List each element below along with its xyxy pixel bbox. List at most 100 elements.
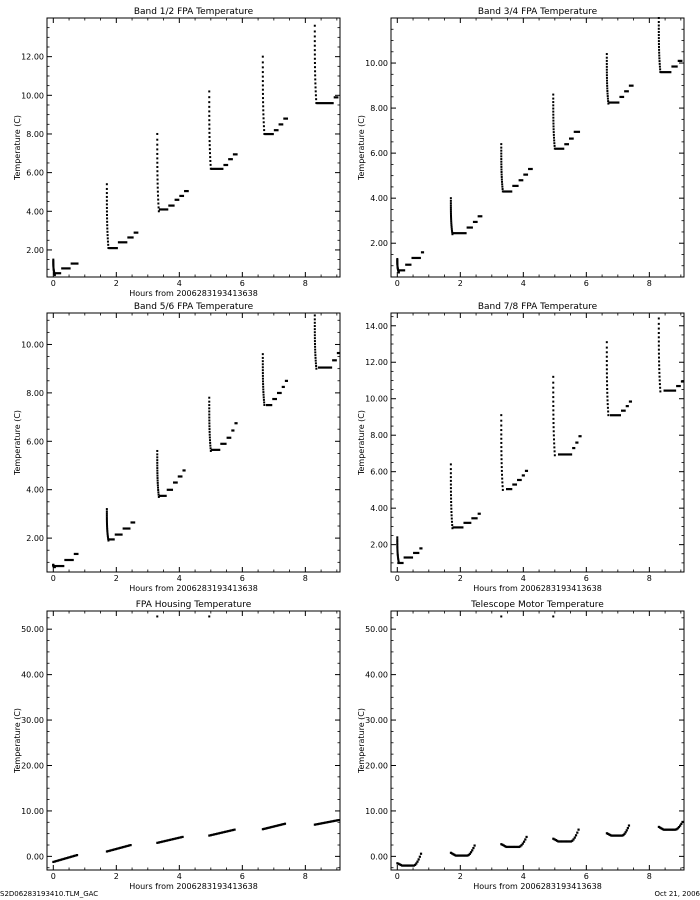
band78-data-point: [500, 419, 503, 422]
band78-data-point: [396, 541, 399, 544]
band78-data-point: [659, 386, 662, 389]
motor-data-point: [679, 824, 682, 827]
housing-data-point: [263, 827, 266, 830]
band56-data-point: [262, 391, 265, 394]
housing-data-point: [58, 859, 61, 862]
band34-plateau-segment: [554, 147, 565, 150]
band34-data-point: [449, 202, 452, 205]
band78-data-point: [606, 388, 609, 391]
band56-plateau-segment: [317, 366, 333, 369]
band12-plateau-segment: [184, 189, 189, 193]
motor-data-point: [468, 852, 471, 855]
band12-data-point: [262, 125, 265, 128]
band34-y-tick-label: 6.00: [370, 149, 388, 158]
band56-data-point: [313, 318, 316, 321]
band78-data-point: [552, 413, 555, 416]
band12-plateau-segment: [264, 132, 274, 136]
housing-data-point: [220, 831, 224, 834]
motor-data-point: [515, 845, 518, 849]
band12-data-point: [105, 210, 108, 213]
band78-x-tick-label: 2: [458, 574, 463, 583]
band56-x-tick-label: 8: [303, 574, 308, 583]
band56-data-point: [262, 385, 265, 388]
motor-data-point: [562, 840, 565, 843]
band78-data-point: [552, 375, 555, 378]
band56-plateau-segment: [166, 488, 174, 491]
band78-data-point: [658, 371, 661, 374]
band34-data-point: [657, 21, 660, 24]
band78-data-point: [449, 463, 452, 466]
band12-data-point: [106, 240, 109, 243]
motor-data-point: [458, 854, 461, 857]
band78-data-point: [396, 554, 399, 557]
band56-data-point: [208, 413, 211, 416]
band78-data-point: [606, 395, 609, 398]
motor-data-point: [409, 864, 412, 867]
band12-data-point: [208, 105, 211, 108]
motor-data-point: [567, 840, 570, 843]
motor-data-point: [573, 836, 576, 839]
band12-data-point: [105, 199, 108, 202]
band56-data-point: [156, 477, 159, 480]
band34-data-point: [658, 62, 661, 65]
housing-data-point: [219, 831, 222, 835]
motor-data-point: [663, 828, 666, 831]
motor-x-tick-label: 6: [584, 872, 589, 881]
motor-data-point: [405, 864, 408, 867]
motor-data-point: [456, 854, 460, 857]
band78-data-point: [396, 550, 399, 553]
band12-data-point: [52, 258, 55, 261]
band34-data-point: [605, 59, 608, 62]
band78-data-point: [553, 446, 556, 449]
band12-data-point: [156, 157, 159, 160]
band34-data-point: [449, 197, 452, 200]
band78-y-tick-label: 6.00: [370, 468, 388, 477]
band78-data-point: [397, 559, 400, 562]
band78-data-point: [396, 551, 399, 554]
motor-data-point: [464, 854, 467, 857]
band12-data-point: [157, 194, 160, 197]
band78-data-point: [500, 429, 503, 432]
band78-data-point: [501, 488, 504, 491]
band78-data-point: [451, 524, 454, 527]
band12-data-point: [106, 220, 109, 223]
housing-data-point: [59, 858, 62, 861]
band56-plateau-segment: [220, 442, 227, 445]
band78-data-point: [449, 490, 452, 493]
band12-data-point: [208, 119, 211, 122]
band78-y-tick-label: 4.00: [370, 504, 388, 513]
band56-data-point: [209, 447, 212, 450]
motor-data-point: [519, 845, 522, 848]
motor-plot-frame: [390, 610, 685, 871]
motor-data-points: [396, 615, 684, 867]
band12-data-point: [208, 144, 211, 147]
motor-data-point: [404, 864, 407, 867]
band12-data-point: [313, 57, 316, 60]
housing-data-point: [334, 819, 337, 822]
band12-x-tick-label: 8: [303, 279, 308, 288]
band12-plateau-segment: [278, 123, 284, 126]
band78-data-point: [552, 396, 555, 399]
band34-data-point: [553, 144, 556, 147]
band78-data-point: [605, 368, 608, 371]
band56-data-point: [105, 523, 108, 526]
band78-data-point: [606, 380, 609, 383]
band56-data-point: [263, 403, 266, 406]
band78-data-point: [500, 458, 503, 461]
band12-data-point: [314, 90, 317, 93]
band34-plateau-segment: [405, 263, 412, 266]
band34-data-point: [500, 165, 503, 168]
housing-data-point: [217, 832, 220, 835]
band12-data-point: [261, 88, 264, 91]
band78-plateau-segment: [403, 556, 414, 559]
band12-data-point: [208, 101, 211, 104]
motor-data-point: [504, 845, 507, 848]
band12-data-point: [156, 174, 159, 177]
band56-data-points: [52, 314, 340, 569]
band56-data-point: [313, 342, 316, 345]
band56-data-point: [105, 519, 108, 522]
housing-data-point: [173, 837, 176, 840]
band56-data-point: [262, 398, 265, 401]
motor-data-point: [516, 845, 519, 849]
band12-data-point: [313, 40, 316, 43]
